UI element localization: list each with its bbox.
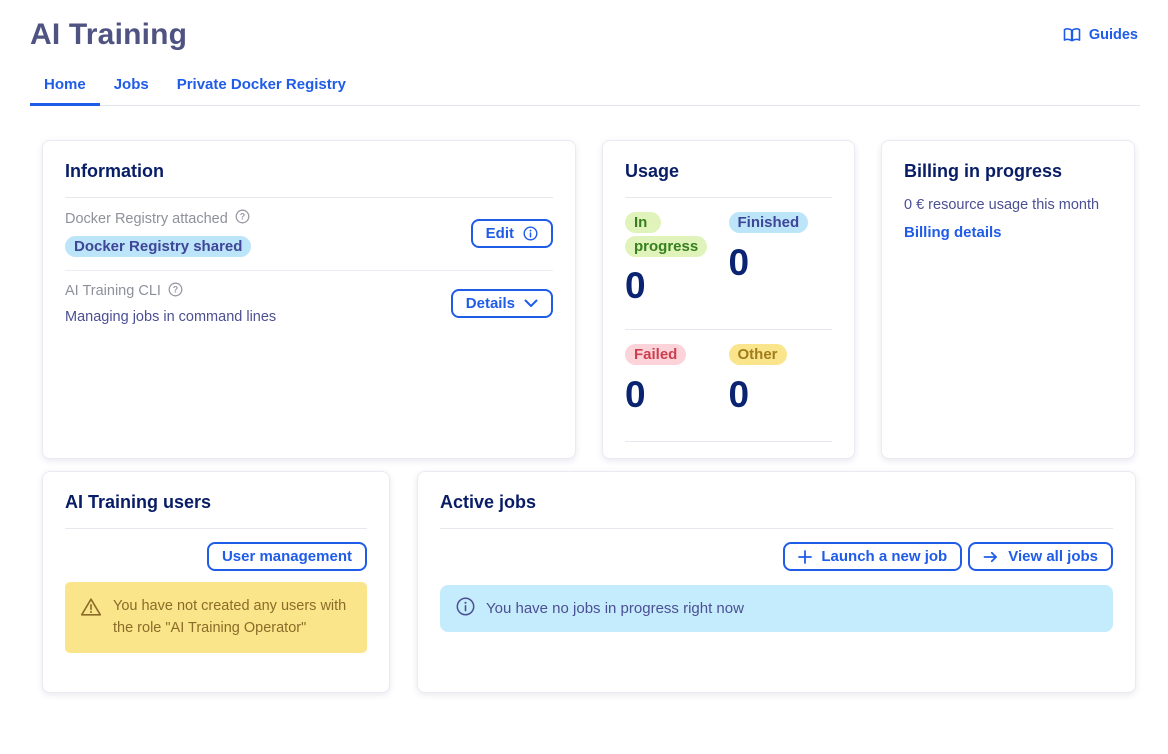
no-jobs-info-banner: You have no jobs in progress right now [440, 585, 1113, 632]
docker-registry-row: Docker Registry attached ? Docker Regist… [65, 198, 553, 271]
billing-details-link[interactable]: Billing details [904, 224, 1002, 241]
book-icon [1063, 27, 1081, 43]
page-title: AI Training [30, 18, 188, 51]
arrow-right-icon [983, 551, 999, 563]
tab-home[interactable]: Home [30, 67, 100, 106]
cli-label-line: AI Training CLI ? [65, 282, 276, 301]
information-card-title: Information [65, 161, 164, 181]
stat-label-line: Other [728, 343, 833, 367]
usage-stat-in-progress: In progress 0 [625, 198, 729, 330]
cards-row-top: Information Docker Registry attached ? [42, 140, 1168, 459]
warning-triangle-icon [80, 595, 102, 624]
billing-card: Billing in progress 0 € resource usage t… [881, 140, 1135, 459]
information-card: Information Docker Registry attached ? [42, 140, 576, 459]
other-badge: Other [728, 344, 787, 365]
page-header: AI Training Guides [0, 0, 1168, 52]
info-circle-icon [456, 597, 475, 620]
usage-stat-other: Other 0 [728, 330, 833, 442]
view-all-jobs-label: View all jobs [1008, 548, 1098, 565]
in-progress-value: 0 [625, 265, 646, 307]
launch-new-job-button[interactable]: Launch a new job [783, 542, 963, 571]
main-content: Information Docker Registry attached ? [0, 106, 1168, 693]
divider [625, 197, 832, 198]
cli-label: AI Training CLI [65, 283, 161, 300]
active-jobs-card: Active jobs Launch a new job [417, 471, 1136, 693]
docker-registry-badge-line: Docker Registry shared [65, 235, 252, 259]
svg-text:?: ? [240, 212, 246, 222]
launch-new-job-label: Launch a new job [821, 548, 948, 565]
tab-jobs[interactable]: Jobs [113, 76, 149, 93]
other-value: 0 [728, 373, 750, 415]
cli-description: Managing jobs in command lines [65, 308, 277, 325]
stat-label-line: Finished [728, 211, 833, 235]
users-card-title: AI Training users [65, 492, 212, 512]
divider [65, 197, 553, 198]
view-all-jobs-button[interactable]: View all jobs [968, 542, 1113, 571]
divider [65, 528, 367, 529]
guides-link[interactable]: Guides [1063, 27, 1138, 43]
users-warning-text: You have not created any users with the … [113, 598, 347, 637]
user-management-button[interactable]: User management [206, 542, 367, 571]
tab-private-docker-registry[interactable]: Private Docker Registry [176, 76, 346, 93]
info-circle-icon [523, 226, 538, 241]
docker-registry-badge: Docker Registry shared [65, 236, 252, 257]
plus-icon [798, 549, 813, 564]
finished-badge: Finished [728, 212, 809, 233]
users-warning-alert: You have not created any users with the … [65, 582, 367, 653]
failed-badge: Failed [625, 344, 687, 365]
stat-label-line: Failed [625, 343, 729, 367]
edit-button-label: Edit [485, 225, 514, 243]
tab-bar: Home Jobs Private Docker Registry [30, 67, 1140, 106]
cards-row-bottom: AI Training users User management You ha… [42, 471, 1168, 693]
failed-value: 0 [625, 373, 646, 415]
active-jobs-card-title: Active jobs [440, 492, 537, 512]
edit-button[interactable]: Edit [470, 219, 553, 249]
svg-text:?: ? [173, 284, 179, 294]
usage-stat-finished: Finished 0 [728, 198, 833, 330]
usage-card: Usage In progress 0 Finished 0 [602, 140, 855, 459]
guides-label: Guides [1088, 27, 1138, 43]
help-icon[interactable]: ? [168, 282, 183, 301]
users-card: AI Training users User management You ha… [42, 471, 390, 693]
user-management-label: User management [221, 548, 352, 565]
usage-grid: In progress 0 Finished 0 Failed 0 [625, 198, 832, 442]
cli-row: AI Training CLI ? Managing jobs in comma… [65, 271, 553, 336]
docker-registry-label-line: Docker Registry attached ? [65, 209, 251, 228]
billing-usage-text: 0 € resource usage this month [904, 197, 1100, 213]
docker-registry-cell: Docker Registry attached ? Docker Regist… [65, 209, 252, 259]
no-jobs-info-text: You have no jobs in progress right now [486, 600, 744, 617]
divider [440, 528, 1113, 529]
stat-label-line: In progress [625, 211, 708, 258]
cli-cell: AI Training CLI ? Managing jobs in comma… [65, 282, 276, 325]
details-button-label: Details [465, 294, 515, 312]
help-icon[interactable]: ? [235, 209, 250, 228]
finished-value: 0 [728, 241, 750, 283]
jobs-button-row: Launch a new job View all jobs [440, 542, 1113, 571]
users-button-row: User management [65, 542, 367, 571]
details-button[interactable]: Details [450, 288, 553, 318]
in-progress-badge: In progress [625, 212, 708, 257]
docker-registry-label: Docker Registry attached [65, 210, 228, 227]
usage-card-title: Usage [625, 161, 680, 181]
chevron-down-icon [524, 299, 538, 308]
usage-stat-failed: Failed 0 [625, 330, 729, 442]
billing-card-title: Billing in progress [904, 161, 1063, 181]
